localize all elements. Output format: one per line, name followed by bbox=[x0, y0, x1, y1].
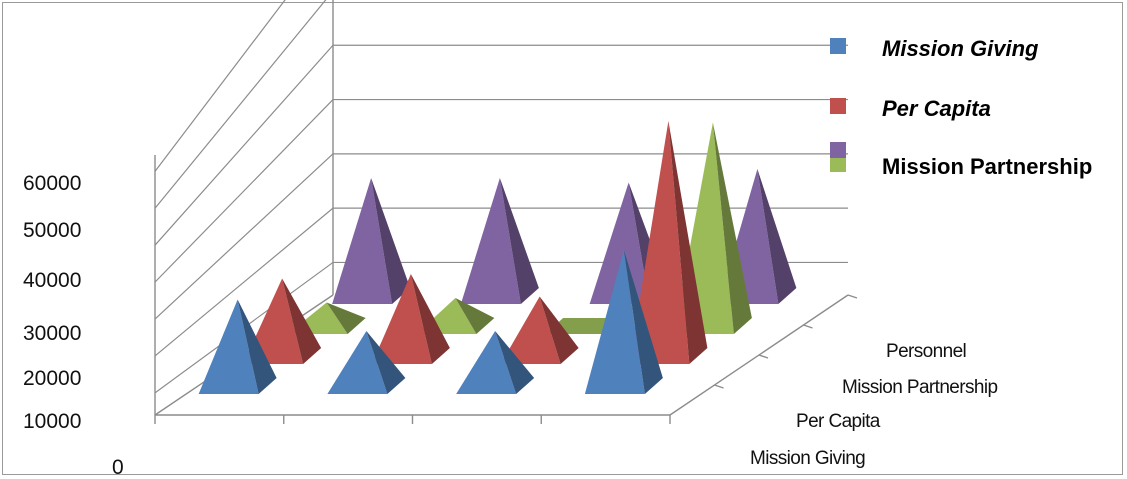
legend-label-1: Per Capita bbox=[882, 96, 991, 121]
x-axis-ticks bbox=[154, 294, 858, 424]
depth-tick-1 bbox=[714, 384, 724, 389]
gridline-side-2 bbox=[154, 153, 334, 320]
y-tick-label-1: 10000 bbox=[23, 410, 81, 433]
gridline-side-4 bbox=[154, 44, 334, 246]
chart-legend: Mission Giving Per Capita Mission Partners… bbox=[830, 36, 1092, 179]
y-tick-label-3: 30000 bbox=[23, 322, 81, 345]
legend-label-0: Mission Giving bbox=[882, 36, 1039, 61]
y-tick-label-0: 0 bbox=[112, 456, 124, 479]
chart-gridlines bbox=[154, 0, 848, 394]
depth-label-2: Mission Partnership bbox=[842, 377, 997, 398]
legend-swatch-3 bbox=[830, 142, 846, 158]
pyramid-mission-giving-3 bbox=[456, 331, 535, 394]
y-tick-label-5: 50000 bbox=[23, 219, 81, 242]
depth-tick-4 bbox=[847, 294, 858, 299]
depth-label-0: Mission Giving bbox=[750, 448, 865, 469]
chart-marks bbox=[198, 121, 797, 394]
pyramid-per-capita-2 bbox=[371, 274, 450, 364]
y-axis-tick-labels: 0 10000 20000 30000 40000 50000 60000 bbox=[23, 172, 124, 479]
gridline-side-5 bbox=[154, 0, 327, 209]
pyramid-per-capita-4 bbox=[629, 121, 708, 364]
pyramid-mission-giving-4 bbox=[584, 250, 663, 394]
depth-axis-labels: Mission Giving Per Capita Mission Partners… bbox=[750, 341, 998, 469]
pyramid-per-capita-3 bbox=[500, 296, 579, 364]
y-tick-label-6: 60000 bbox=[23, 172, 81, 195]
legend-swatch-0 bbox=[830, 38, 846, 54]
y-tick-label-2: 20000 bbox=[23, 367, 81, 390]
pyramid-mission-giving-2 bbox=[327, 331, 406, 394]
legend-swatch-1 bbox=[830, 98, 846, 114]
depth-tick-3 bbox=[803, 324, 813, 329]
pyramid-personnel-2 bbox=[460, 178, 539, 304]
gridline-side-1 bbox=[154, 207, 334, 357]
pyramid-mission-giving-1 bbox=[198, 299, 277, 394]
pyramid-personnel-1 bbox=[332, 178, 411, 304]
depth-tick-2 bbox=[758, 354, 769, 359]
y-tick-label-4: 40000 bbox=[23, 269, 81, 292]
gridline-side-3 bbox=[154, 99, 334, 283]
depth-label-1: Per Capita bbox=[796, 411, 881, 432]
depth-label-3: Personnel bbox=[886, 341, 966, 362]
gridline-side-6 bbox=[154, 0, 286, 172]
legend-label-2: Mission Partnership bbox=[882, 154, 1092, 179]
legend-swatch-2 bbox=[830, 156, 846, 172]
